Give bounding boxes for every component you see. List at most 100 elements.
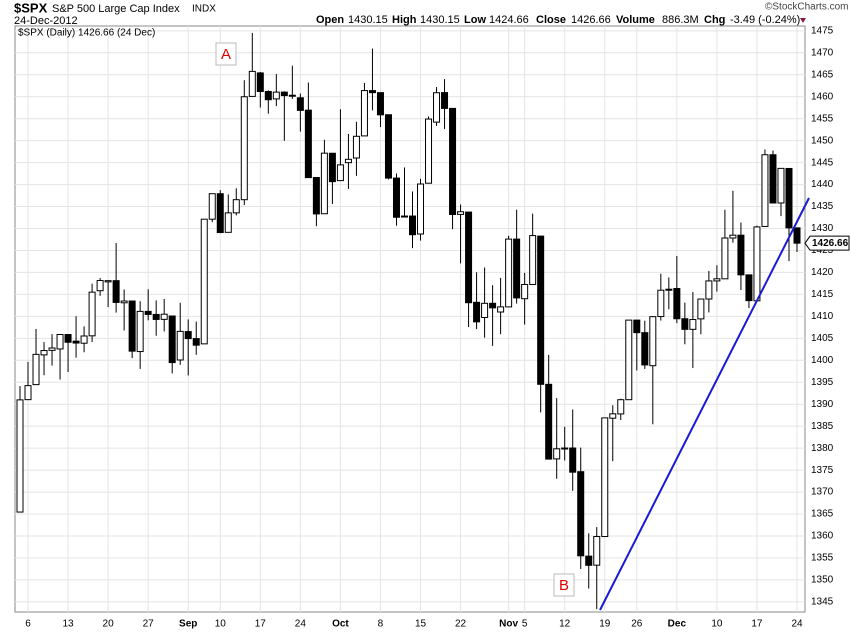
candle-body	[232, 199, 240, 214]
last-price: 1426.66	[812, 238, 849, 249]
volume-value: 886.3M	[662, 14, 699, 26]
candle-body	[248, 70, 256, 97]
low-label: Low	[464, 14, 486, 26]
x-tick-label: 15	[415, 619, 427, 630]
x-tick-label: 20	[103, 619, 115, 630]
candle-body	[88, 291, 96, 337]
candle-body	[617, 399, 625, 415]
y-tick-label: 1360	[811, 531, 834, 542]
annotation: A	[221, 46, 231, 63]
candle-body	[256, 72, 264, 92]
trendline	[599, 197, 810, 611]
candle-body	[224, 212, 232, 233]
candle-body	[689, 319, 697, 330]
candle-body	[537, 235, 545, 385]
close-value: 1426.66	[571, 14, 611, 26]
y-tick-label: 1395	[811, 377, 834, 388]
candle-body	[176, 330, 184, 361]
y-tick-label: 1445	[811, 157, 834, 168]
candle-body	[104, 280, 112, 283]
candle-body	[288, 94, 296, 97]
candle-body	[168, 315, 176, 364]
symbol: $SPX	[14, 0, 48, 15]
x-tick-label: 24	[295, 619, 307, 630]
x-tick-label: 12	[559, 619, 571, 630]
plot-frame	[14, 25, 806, 613]
candle-body	[633, 319, 641, 334]
candle-body	[497, 306, 505, 313]
candle-body	[400, 215, 408, 218]
candle-body	[641, 332, 649, 366]
candle-body	[272, 91, 280, 100]
y-tick-label: 1400	[811, 355, 834, 366]
y-tick-label: 1430	[811, 223, 834, 234]
x-tick-label: 10	[215, 619, 227, 630]
index-name: S&P 500 Large Cap Index	[52, 3, 180, 15]
candle-body	[240, 96, 248, 201]
candle-body	[561, 447, 569, 450]
candle-body	[376, 92, 384, 116]
close-label: Close	[536, 14, 566, 26]
credit: ©StockCharts.com	[765, 2, 849, 13]
candle-body	[336, 164, 344, 182]
candle-body	[729, 234, 737, 239]
candle-body	[665, 288, 673, 291]
candle-body	[521, 283, 529, 300]
candle-body	[200, 218, 208, 345]
candle-body	[593, 536, 601, 566]
high-value: 1430.15	[420, 14, 460, 26]
x-tick-label: 24	[791, 619, 803, 630]
x-tick-label: 13	[62, 619, 74, 630]
candle-body	[24, 385, 32, 401]
x-tick-label: 26	[631, 619, 643, 630]
candle-body	[128, 300, 136, 352]
candle-body	[769, 154, 777, 204]
candle-body	[473, 301, 481, 323]
candle-body	[441, 92, 449, 109]
candle-body	[569, 447, 577, 473]
candle-body	[737, 234, 745, 276]
high-label: High	[392, 14, 417, 26]
x-tick-label: Nov	[499, 619, 518, 630]
candle-body	[793, 227, 801, 244]
candle-body	[721, 237, 729, 280]
y-tick-label: 1440	[811, 179, 834, 190]
candle-body	[120, 300, 128, 304]
x-tick-label: 10	[711, 619, 723, 630]
candle-body	[152, 313, 160, 320]
candle-body	[344, 158, 352, 164]
x-tick-label: 17	[751, 619, 763, 630]
low-value: 1424.66	[489, 14, 529, 26]
x-tick-label: 5	[522, 619, 528, 630]
candle-body	[785, 167, 793, 229]
candle-body	[40, 350, 48, 356]
candle-body	[280, 91, 288, 97]
y-tick-label: 1345	[811, 597, 834, 608]
candle-body	[681, 318, 689, 330]
candle-body	[368, 90, 376, 94]
x-tick-label: Dec	[668, 619, 687, 630]
candle-body	[208, 193, 216, 220]
candle-body	[465, 211, 473, 304]
y-tick-label: 1455	[811, 113, 834, 124]
y-tick-label: 1460	[811, 91, 834, 102]
x-tick-label: 6	[25, 619, 31, 630]
y-tick-label: 1350	[811, 575, 834, 586]
candle-body	[136, 310, 144, 353]
candle-body	[328, 152, 336, 183]
candle-body	[312, 177, 320, 215]
candle-body	[144, 310, 152, 315]
candle-body	[184, 331, 192, 340]
y-tick-label: 1355	[811, 553, 834, 564]
candle-body	[160, 313, 168, 320]
y-tick-label: 1365	[811, 509, 834, 520]
candle-body	[360, 90, 368, 137]
x-tick-label: Sep	[179, 619, 197, 630]
candle-body	[545, 383, 553, 460]
candle-body	[216, 193, 224, 234]
candle-body	[705, 280, 713, 300]
x-tick-label: 22	[455, 619, 467, 630]
annotation-box	[215, 42, 237, 66]
y-tick-label: 1450	[811, 135, 834, 146]
